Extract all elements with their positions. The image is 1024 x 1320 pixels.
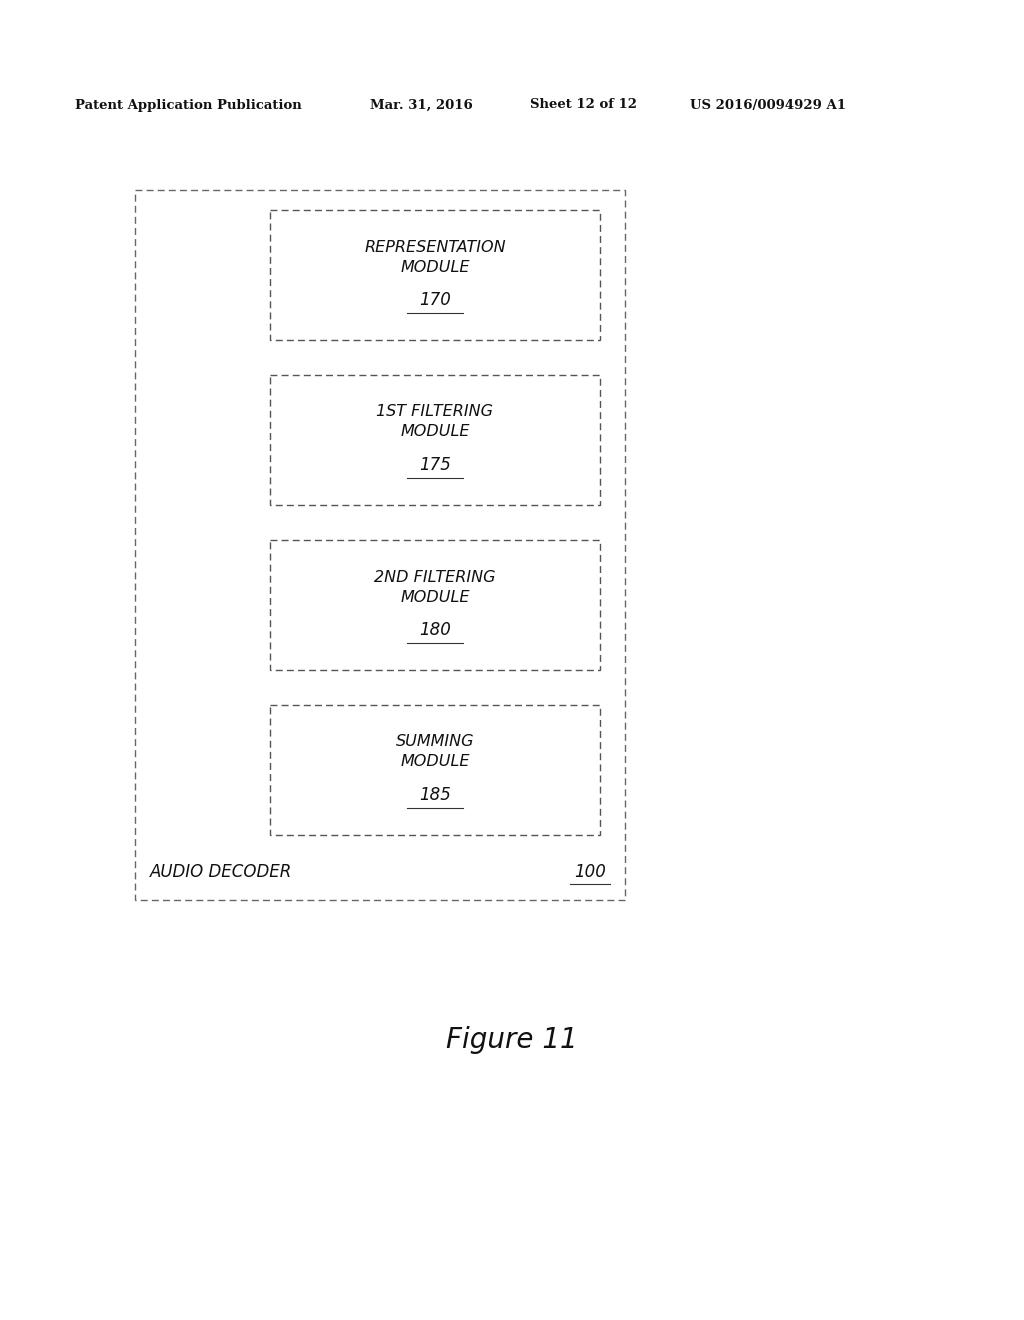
Text: AUDIO DECODER: AUDIO DECODER bbox=[150, 863, 292, 880]
Bar bbox=[270, 375, 600, 506]
Text: 100: 100 bbox=[574, 863, 606, 880]
Text: 2ND FILTERING: 2ND FILTERING bbox=[374, 569, 496, 585]
Text: SUMMING: SUMMING bbox=[395, 734, 474, 750]
Bar bbox=[135, 190, 625, 900]
Text: Patent Application Publication: Patent Application Publication bbox=[75, 99, 302, 111]
Text: MODULE: MODULE bbox=[400, 260, 470, 275]
Text: REPRESENTATION: REPRESENTATION bbox=[365, 239, 506, 255]
Bar bbox=[270, 705, 600, 836]
Text: Mar. 31, 2016: Mar. 31, 2016 bbox=[370, 99, 473, 111]
Text: Figure 11: Figure 11 bbox=[446, 1026, 578, 1053]
Text: 175: 175 bbox=[419, 455, 451, 474]
Text: MODULE: MODULE bbox=[400, 590, 470, 605]
Text: 185: 185 bbox=[419, 785, 451, 804]
Text: MODULE: MODULE bbox=[400, 425, 470, 440]
Text: 170: 170 bbox=[419, 290, 451, 309]
Text: 180: 180 bbox=[419, 620, 451, 639]
Text: MODULE: MODULE bbox=[400, 755, 470, 770]
Bar bbox=[270, 540, 600, 671]
Text: Sheet 12 of 12: Sheet 12 of 12 bbox=[530, 99, 637, 111]
Text: 1ST FILTERING: 1ST FILTERING bbox=[377, 404, 494, 420]
Text: US 2016/0094929 A1: US 2016/0094929 A1 bbox=[690, 99, 846, 111]
Bar bbox=[270, 210, 600, 341]
